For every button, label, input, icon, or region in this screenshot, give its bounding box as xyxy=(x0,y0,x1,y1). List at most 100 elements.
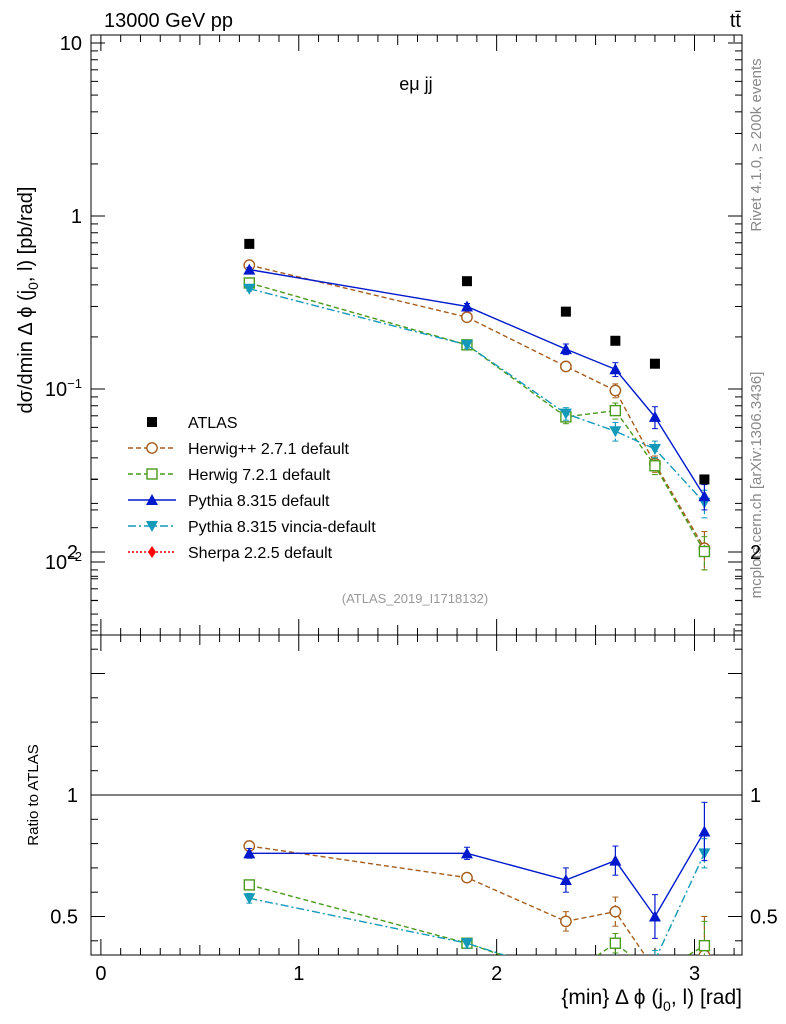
ratio-y-tick-labels-right: 2 1 0.5 xyxy=(750,542,778,929)
main-point-atlas xyxy=(461,276,472,287)
main-y-tick-labels: 10 1 10−1 10−2 xyxy=(45,33,82,574)
ratio-axis-title: Ratio to ATLAS xyxy=(25,744,42,845)
main-y-tick-label-0.01: 10−2 xyxy=(45,549,82,574)
main-point-herwig-7-2-1-default xyxy=(698,545,711,558)
ratio-line-pythia-8-315-default xyxy=(249,831,706,918)
legend-entry-pythia-vincia: Pythia 8.315 vincia-default xyxy=(128,519,376,536)
ratio-point-herwigpp-2-7-1-default xyxy=(609,905,622,918)
legend-marker-pythia-8-315-default xyxy=(146,494,158,505)
main-point-herwigpp-2-7-1-default xyxy=(461,311,473,324)
analysis-id-label: (ATLAS_2019_I1718132) xyxy=(342,591,488,606)
main-point-pythia-8-315-default xyxy=(648,410,661,422)
main-line-pythia-8-315-default xyxy=(249,268,705,497)
legend-label-herwigpp: Herwig++ 2.7.1 default xyxy=(188,441,350,458)
ratio-point-pythia-8-315-vincia-default xyxy=(649,955,661,966)
ratio-y-tick-label-0.5: 0.5 xyxy=(50,907,78,929)
ratio-line-pythia-8-315-vincia-default xyxy=(249,853,706,955)
x-axis-ticks xyxy=(100,35,735,955)
ratio-point-pythia-8-315-default xyxy=(460,847,473,859)
main-point-atlas xyxy=(610,335,621,346)
main-point-pythia-8-315-vincia-default xyxy=(559,408,572,420)
legend-entry-herwigpp: Herwig++ 2.7.1 default xyxy=(128,441,350,458)
main-point-pythia-8-315-vincia-default xyxy=(243,283,256,295)
channel-label: eμ jj xyxy=(399,74,432,94)
legend-entry-herwig7: Herwig 7.2.1 default xyxy=(128,467,331,484)
main-point-pythia-8-315-default xyxy=(609,363,622,375)
ratio-point-pythia-8-315-vincia-default xyxy=(243,893,256,905)
main-point-herwig-7-2-1-default xyxy=(649,460,661,472)
x-tick-label-1: 1 xyxy=(293,963,304,985)
main-y-tick-label-10: 10 xyxy=(60,33,82,55)
legend-marker-pythia-8-315-vincia-default xyxy=(146,521,158,532)
legend-entry-sherpa: Sherpa 2.2.5 default xyxy=(128,545,333,562)
legend-marker-herwigpp-2-7-1-default xyxy=(146,442,158,454)
ratio-point-pythia-8-315-default xyxy=(648,910,661,922)
ratio-point-herwig-7-2-1-default xyxy=(243,879,255,891)
ratio-point-herwigpp-2-7-1-default xyxy=(461,871,473,884)
ratio-line-herwigpp-2-7-1-default xyxy=(249,845,705,955)
ratio-point-herwig-7-2-1-default xyxy=(698,939,711,952)
ratio-y-tick-labels-left: 2 1 0.5 xyxy=(50,542,78,929)
ratio-line-herwig-7-2-1-default xyxy=(249,884,705,955)
main-point-herwig-7-2-1-default xyxy=(609,404,622,417)
ratio-point-pythia-8-315-default xyxy=(243,847,256,859)
ratio-point-pythia-8-315-vincia-default xyxy=(609,960,621,971)
legend: ATLAS Herwig++ 2.7.1 default Herwig 7.2.… xyxy=(128,415,376,562)
x-tick-labels: 0 1 2 3 xyxy=(95,963,700,985)
main-point-pythia-8-315-vincia-default xyxy=(460,339,473,351)
legend-label-atlas: ATLAS xyxy=(188,415,238,432)
ratio-point-herwig-7-2-1-default xyxy=(609,937,622,949)
main-point-pythia-8-315-default xyxy=(243,263,256,275)
main-point-atlas xyxy=(649,358,660,369)
x-tick-label-2: 2 xyxy=(491,963,502,985)
main-line-pythia-8-315-vincia-default xyxy=(249,288,705,504)
main-y-tick-label-0.1: 10−1 xyxy=(45,376,82,401)
ratio-y-tick-label-right-2: 2 xyxy=(750,542,761,564)
legend-label-pythia: Pythia 8.315 default xyxy=(188,493,330,510)
main-point-pythia-8-315-default xyxy=(698,490,711,502)
process-label: tt̄ xyxy=(730,10,742,32)
legend-marker-atlas xyxy=(147,417,157,427)
ratio-point-pythia-8-315-default xyxy=(559,874,572,886)
energy-label: 13000 GeV pp xyxy=(104,10,233,32)
legend-label-herwig7: Herwig 7.2.1 default xyxy=(188,467,331,484)
main-point-pythia-8-315-vincia-default xyxy=(609,426,622,438)
main-point-pythia-8-315-default xyxy=(460,300,473,312)
mcplots-label: mcplots.cern.ch [arXiv:1306.3436] xyxy=(748,372,765,599)
main-point-herwigpp-2-7-1-default xyxy=(609,384,622,397)
main-point-atlas xyxy=(560,306,571,317)
ratio-y-tick-label-1: 1 xyxy=(67,785,78,807)
main-line-herwig-7-2-1-default xyxy=(249,282,706,552)
main-point-pythia-8-315-default xyxy=(559,343,572,355)
ratio-point-pythia-8-315-default xyxy=(609,854,622,866)
ratio-y-tick-label-2: 2 xyxy=(67,542,78,564)
ratio-y-tick-label-right-1: 1 xyxy=(750,785,761,807)
legend-marker-sherpa-2-2-5-default xyxy=(148,546,156,558)
main-point-pythia-8-315-vincia-default xyxy=(648,443,661,455)
main-point-atlas xyxy=(244,238,255,249)
x-axis-title: {min} Δ ϕ (j0, l) [rad] xyxy=(561,986,742,1014)
main-y-tick-label-1: 1 xyxy=(71,206,82,228)
legend-marker-herwig-7-2-1-default xyxy=(146,468,158,480)
ratio-point-herwig-7-2-1-default xyxy=(650,970,660,980)
main-plot-series xyxy=(243,238,711,571)
x-tick-label-0: 0 xyxy=(95,963,106,985)
main-y-axis-ticks xyxy=(91,42,742,632)
main-point-atlas xyxy=(699,474,710,485)
main-line-herwigpp-2-7-1-default xyxy=(249,264,706,549)
ratio-point-pythia-8-315-vincia-default xyxy=(460,938,473,950)
ratio-point-pythia-8-315-default xyxy=(698,825,711,837)
ratio-point-pythia-8-315-vincia-default xyxy=(560,970,572,981)
legend-label-pythia-vincia: Pythia 8.315 vincia-default xyxy=(188,519,376,536)
ratio-point-herwig-7-2-1-default xyxy=(561,972,571,982)
ratio-point-herwigpp-2-7-1-default xyxy=(559,915,572,928)
ratio-y-tick-label-right-0.5: 0.5 xyxy=(750,907,778,929)
legend-label-sherpa: Sherpa 2.2.5 default xyxy=(188,545,333,562)
ratio-plot-series xyxy=(243,801,711,982)
y-axis-title: dσ/dmin Δ ϕ (j0, l) [pb/rad] xyxy=(15,186,41,413)
main-point-herwigpp-2-7-1-default xyxy=(559,360,572,373)
legend-entry-atlas: ATLAS xyxy=(147,415,238,432)
rivet-version-label: Rivet 4.1.0, ≥ 200k events xyxy=(748,58,765,231)
legend-entry-pythia: Pythia 8.315 default xyxy=(128,493,330,510)
